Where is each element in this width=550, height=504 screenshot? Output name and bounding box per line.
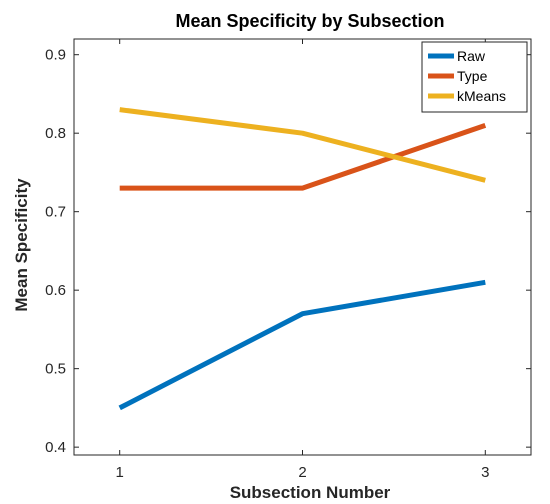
x-tick-label: 2 — [298, 464, 306, 481]
y-tick-label: 0.4 — [45, 439, 66, 456]
x-tick-label: 3 — [481, 464, 489, 481]
y-axis-label: Mean Specificity — [12, 178, 31, 312]
y-axis-ticks: 0.4 0.5 0.6 0.7 0.8 0.9 — [45, 47, 531, 456]
legend-label-type: Type — [457, 68, 488, 84]
y-tick-label: 0.7 — [45, 204, 66, 221]
series-line-raw — [118, 279, 486, 411]
legend-label-kmeans: kMeans — [457, 88, 506, 104]
series-line-kmeans — [119, 107, 486, 183]
x-tick-label: 1 — [116, 464, 124, 481]
legend: Raw Type kMeans — [421, 41, 528, 113]
chart-title: Mean Specificity by Subsection — [175, 11, 444, 31]
y-tick-label: 0.6 — [45, 282, 66, 299]
y-tick-label: 0.8 — [45, 125, 66, 142]
series-line-type — [119, 122, 487, 191]
x-axis-label: Subsection Number — [230, 483, 391, 502]
legend-label-raw: Raw — [457, 48, 486, 64]
series-lines — [118, 107, 487, 411]
y-tick-label: 0.5 — [45, 361, 66, 378]
y-tick-label: 0.9 — [45, 47, 66, 64]
